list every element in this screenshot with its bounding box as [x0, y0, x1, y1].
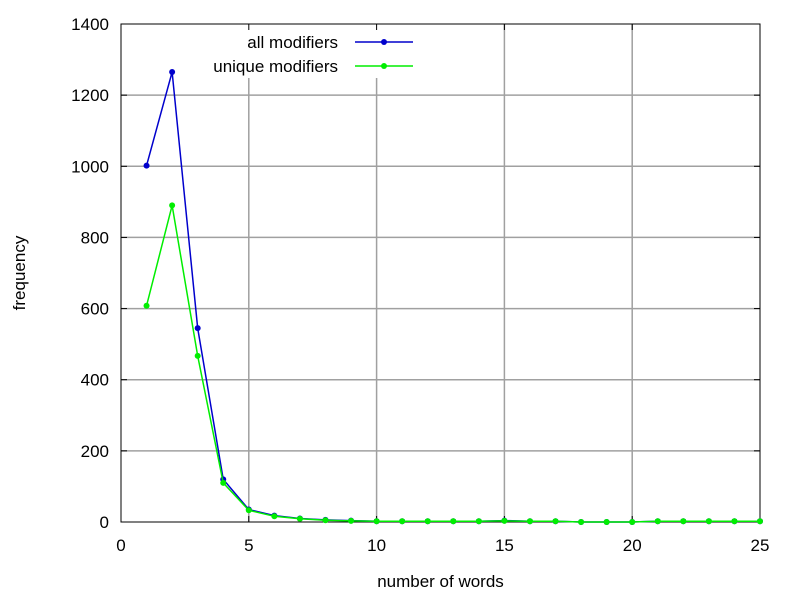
y-tick-label: 600	[81, 300, 109, 319]
data-point	[705, 518, 712, 525]
data-point	[169, 69, 176, 76]
data-point	[552, 518, 559, 525]
series-1	[143, 202, 763, 525]
x-tick-label: 5	[244, 536, 253, 555]
x-tick-label: 15	[495, 536, 514, 555]
data-point	[399, 518, 406, 525]
data-point	[296, 515, 303, 522]
data-point	[194, 352, 201, 359]
data-point	[731, 518, 738, 525]
data-point	[501, 517, 508, 524]
data-point	[169, 202, 176, 209]
y-tick-label: 1000	[71, 157, 109, 176]
x-tick-label: 10	[367, 536, 386, 555]
data-point	[143, 302, 150, 309]
data-point	[143, 162, 150, 169]
data-point	[373, 518, 380, 525]
axis-ticks: 0 5 10 15 20 25 0 200 400 600 800 1000 1200 1400	[71, 15, 769, 555]
x-tick-label: 25	[751, 536, 770, 555]
data-point	[450, 518, 457, 525]
data-point	[654, 518, 661, 525]
data-point	[603, 519, 610, 525]
legend-label: unique modifiers	[213, 57, 338, 76]
data-point	[757, 518, 763, 525]
series-line	[145, 205, 760, 523]
y-tick-label: 400	[81, 371, 109, 390]
data-point	[348, 517, 355, 524]
data-point	[629, 519, 636, 525]
data-point	[381, 63, 387, 69]
legend-label: all modifiers	[247, 33, 338, 52]
series-0	[143, 69, 763, 525]
y-tick-label: 200	[81, 442, 109, 461]
x-tick-label: 20	[623, 536, 642, 555]
data-point	[194, 325, 201, 332]
data-point	[245, 507, 252, 514]
x-axis-label: number of words	[377, 572, 504, 591]
plot-frame	[120, 23, 761, 523]
data-point	[271, 513, 278, 520]
data-point	[475, 518, 482, 525]
y-tick-label: 1400	[71, 15, 109, 34]
series-line	[145, 71, 760, 523]
y-axis-label: frequency	[10, 235, 29, 310]
y-tick-label: 1200	[71, 86, 109, 105]
data-point	[322, 517, 329, 524]
data-point	[424, 518, 431, 525]
x-tick-label: 0	[116, 536, 125, 555]
data-point	[526, 518, 533, 525]
data-point	[220, 479, 227, 486]
grid-lines	[121, 24, 760, 522]
series-group	[143, 69, 763, 525]
data-point	[578, 519, 585, 525]
y-tick-label: 800	[81, 228, 109, 247]
legend: all modifiers unique modifiers	[213, 33, 413, 76]
data-point	[680, 518, 687, 525]
y-tick-label: 0	[100, 513, 109, 532]
data-point	[381, 39, 387, 45]
